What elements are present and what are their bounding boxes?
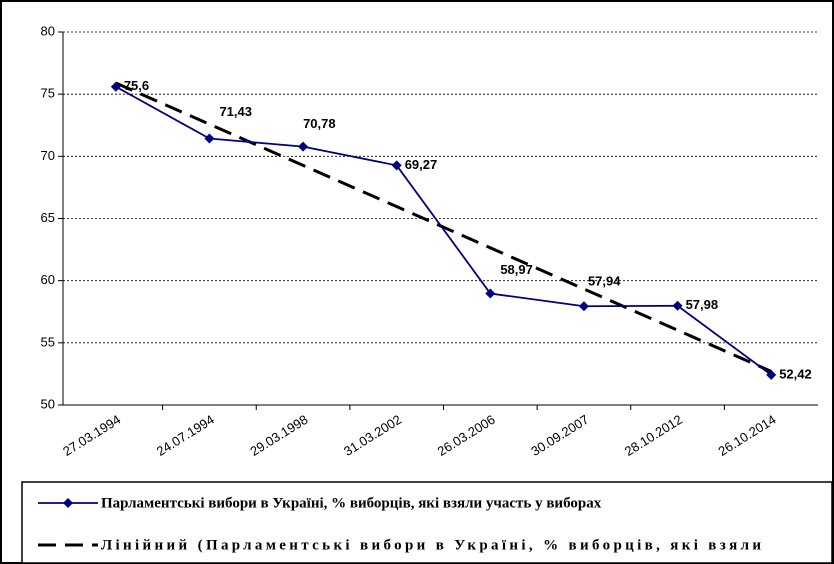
y-tick-label: 75 <box>41 86 55 101</box>
marker <box>485 288 496 299</box>
y-tick-label: 60 <box>41 272 55 287</box>
marker <box>672 300 683 311</box>
y-tick-label: 80 <box>41 23 55 38</box>
marker <box>391 160 402 171</box>
marker <box>110 81 121 92</box>
data-label: 57,94 <box>588 274 621 289</box>
legend-label: Парламентські вибори в Україні, % виборц… <box>101 495 602 511</box>
marker <box>204 133 215 144</box>
marker <box>298 141 309 152</box>
legend-label: Лінійний (Парламентські вибори в Україні… <box>101 537 761 553</box>
data-label: 75,6 <box>124 78 149 93</box>
series-line <box>115 85 772 376</box>
trend-line <box>115 81 772 373</box>
y-tick-label: 50 <box>41 396 55 411</box>
data-label: 52,42 <box>779 366 812 381</box>
y-tick-label: 65 <box>41 210 55 225</box>
y-tick-label: 70 <box>41 148 55 163</box>
data-label: 70,78 <box>303 116 336 131</box>
data-label: 57,98 <box>686 297 719 312</box>
marker <box>766 369 777 380</box>
data-label: 58,97 <box>500 262 533 277</box>
y-tick-label: 55 <box>41 334 55 349</box>
marker <box>578 301 589 312</box>
data-label: 71,43 <box>219 104 252 119</box>
legend-box <box>21 481 833 564</box>
data-label: 69,27 <box>405 157 438 172</box>
legend-marker <box>63 498 73 508</box>
